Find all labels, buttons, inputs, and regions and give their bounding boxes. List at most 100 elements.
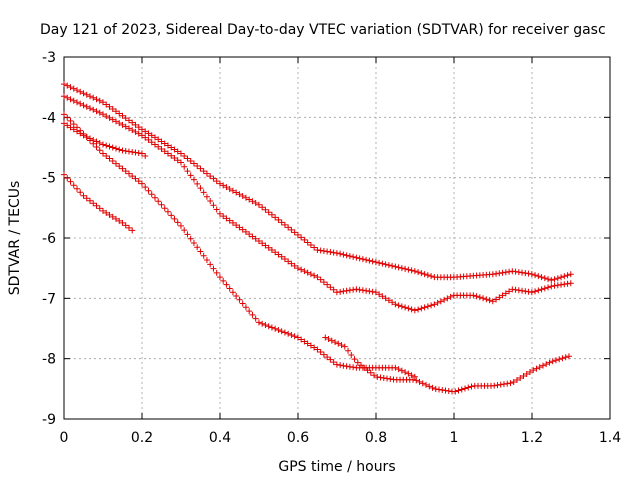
data-point	[70, 97, 77, 104]
data-point	[288, 332, 295, 339]
data-point	[470, 292, 477, 299]
data-point	[314, 246, 321, 253]
data-point	[223, 215, 230, 222]
data-point	[242, 228, 249, 235]
data-point	[424, 303, 431, 310]
data-point	[132, 128, 139, 135]
data-point	[528, 271, 535, 278]
data-point	[281, 329, 288, 336]
data-point	[307, 342, 314, 349]
data-point	[216, 274, 223, 281]
data-point	[363, 256, 370, 263]
data-point	[161, 205, 168, 212]
data-point	[259, 320, 266, 327]
data-point	[525, 288, 532, 295]
data-point	[551, 282, 558, 289]
data-point	[415, 306, 422, 313]
data-point	[565, 353, 572, 360]
data-point	[519, 269, 526, 276]
data-point	[262, 321, 269, 328]
data-point	[181, 153, 188, 160]
data-point	[395, 302, 402, 309]
data-point	[210, 175, 217, 182]
data-point	[246, 196, 253, 203]
data-point	[341, 343, 348, 350]
data-point	[142, 128, 149, 135]
data-point	[132, 149, 139, 156]
data-point	[64, 94, 71, 101]
data-point	[187, 235, 194, 242]
data-point	[171, 155, 178, 162]
data-point	[194, 180, 201, 187]
data-point	[168, 144, 175, 151]
data-point	[285, 258, 292, 265]
data-point	[311, 244, 318, 251]
data-point	[428, 273, 435, 280]
data-point	[272, 249, 279, 256]
data-point	[80, 90, 87, 97]
y-axis-title: SDTVAR / TECUs	[7, 181, 23, 296]
data-point	[372, 289, 379, 296]
data-point	[468, 383, 475, 390]
data-point	[168, 152, 175, 159]
data-point	[174, 219, 181, 226]
data-point	[239, 192, 246, 199]
data-point	[210, 202, 217, 209]
data-point	[96, 109, 103, 116]
data-point	[499, 269, 506, 276]
data-point	[366, 257, 373, 264]
data-point	[340, 288, 347, 295]
series-track-5	[61, 171, 136, 234]
data-point	[324, 248, 331, 255]
data-point	[523, 371, 530, 378]
data-point	[554, 275, 561, 282]
data-point	[122, 168, 129, 175]
data-point	[246, 308, 253, 315]
data-point	[567, 280, 574, 287]
data-point	[116, 217, 123, 224]
data-point	[363, 287, 370, 294]
data-point	[491, 382, 498, 389]
data-point	[132, 175, 139, 182]
data-point	[346, 253, 353, 260]
data-point	[415, 269, 422, 276]
data-point	[392, 364, 399, 371]
data-point	[142, 153, 149, 160]
data-point	[330, 286, 337, 293]
data-point	[476, 294, 483, 301]
data-point	[268, 324, 275, 331]
data-point	[90, 200, 97, 207]
data-point	[262, 206, 269, 213]
data-point	[382, 261, 389, 268]
data-point	[112, 145, 119, 152]
data-point	[515, 269, 522, 276]
data-point	[541, 275, 548, 282]
data-point	[151, 194, 158, 201]
data-point	[371, 372, 378, 379]
data-point	[418, 270, 425, 277]
data-point	[135, 130, 142, 137]
x-tick-label: 0.8	[365, 430, 387, 446]
data-point	[275, 216, 282, 223]
data-point	[376, 291, 383, 298]
data-point	[556, 356, 563, 363]
data-point	[458, 386, 465, 393]
data-point	[526, 368, 533, 375]
data-point	[356, 255, 363, 262]
data-point	[432, 386, 439, 393]
data-point	[229, 219, 236, 226]
data-point	[93, 96, 100, 103]
data-point	[493, 296, 500, 303]
data-point	[96, 147, 103, 154]
data-point	[285, 330, 292, 337]
data-point	[187, 158, 194, 165]
data-point	[558, 281, 565, 288]
data-point	[200, 252, 207, 259]
data-point	[314, 346, 321, 353]
data-point	[122, 115, 129, 122]
data-point	[61, 120, 67, 127]
data-point	[346, 363, 353, 370]
data-point	[543, 361, 550, 368]
y-tick-label: -8	[42, 352, 56, 368]
data-point	[411, 307, 418, 314]
